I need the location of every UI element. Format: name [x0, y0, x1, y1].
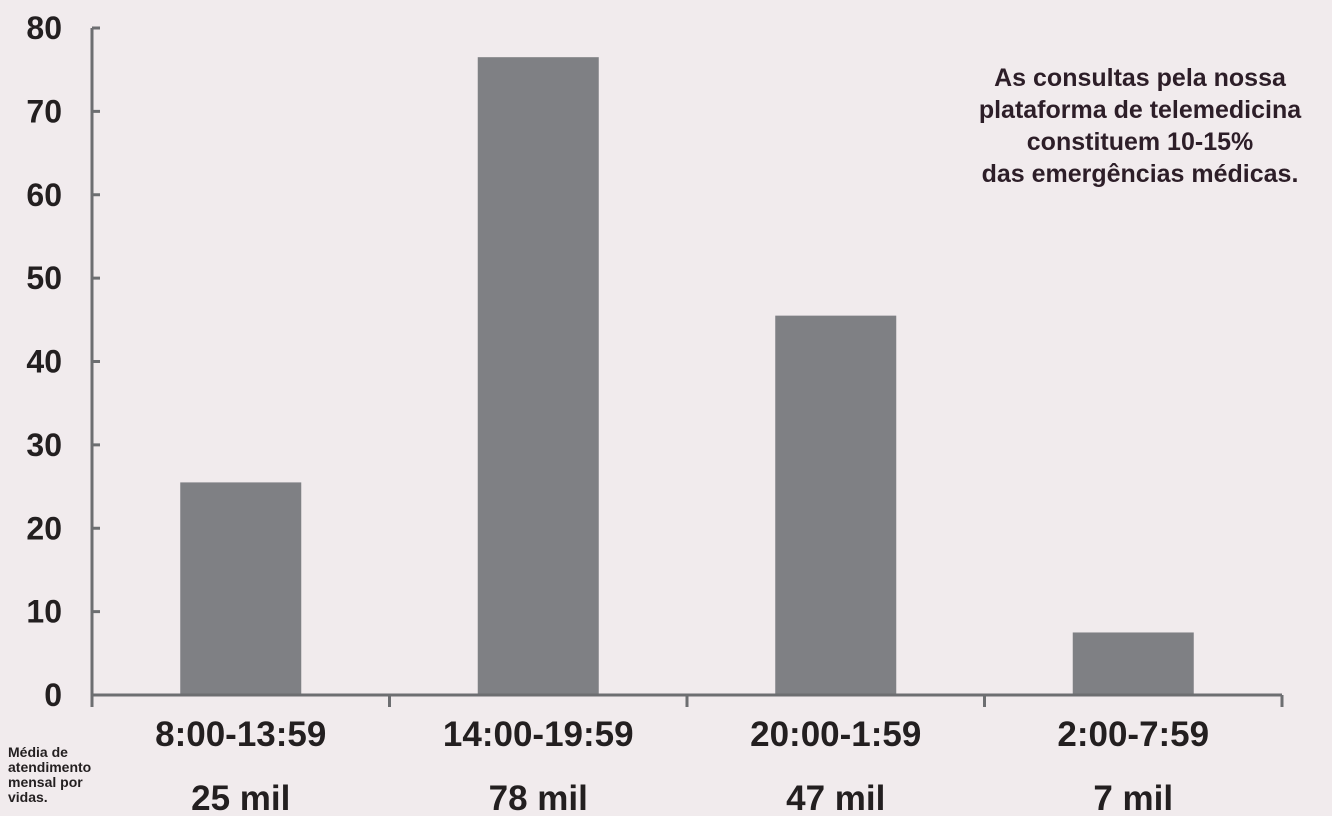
y-tick-label: 40 [26, 344, 62, 380]
side-note-line: mensal por [8, 774, 83, 790]
y-axis-ticks: 0 10 20 30 40 50 60 70 80 [26, 10, 100, 713]
bar [1072, 632, 1194, 695]
y-tick-label: 10 [26, 594, 62, 630]
y-tick-label: 80 [26, 10, 62, 46]
y-tick-label: 20 [26, 510, 62, 546]
x-axis-labels: 8:00-13:59 25 mil 14:00-19:59 78 mil 20:00-1… [155, 715, 1209, 816]
y-tick-label: 0 [44, 677, 62, 713]
y-tick-label: 60 [26, 177, 62, 213]
chart-annotation: As consultas pela nossa plataforma de te… [950, 62, 1330, 190]
side-note-line: vidas. [8, 789, 48, 805]
x-category-sublabel: 47 mil [786, 779, 885, 816]
annotation-line: plataforma de telemedicina [978, 96, 1302, 124]
y-tick-label: 30 [26, 427, 62, 463]
side-note: Média de atendimento mensal por vidas. [8, 745, 118, 805]
x-category-label: 14:00-19:59 [443, 715, 634, 754]
annotation-line: constituem 10-15% [1026, 128, 1254, 156]
x-category-sublabel: 7 mil [1093, 779, 1173, 816]
side-note-line: Média de [8, 744, 68, 760]
y-tick-label: 70 [26, 93, 62, 129]
side-note-line: atendimento [8, 759, 92, 775]
x-category-label: 2:00-7:59 [1057, 715, 1209, 754]
x-category-label: 20:00-1:59 [750, 715, 921, 754]
bar [180, 482, 302, 695]
bars [180, 57, 1194, 695]
bar [477, 57, 599, 695]
x-category-sublabel: 25 mil [191, 779, 290, 816]
x-category-label: 8:00-13:59 [155, 715, 326, 754]
annotation-line: das emergências médicas. [981, 160, 1299, 188]
y-tick-label: 50 [26, 260, 62, 296]
x-axis-ticks [90, 695, 1284, 707]
bar [775, 315, 897, 695]
x-category-sublabel: 78 mil [489, 779, 588, 816]
annotation-line: As consultas pela nossa [994, 64, 1286, 92]
